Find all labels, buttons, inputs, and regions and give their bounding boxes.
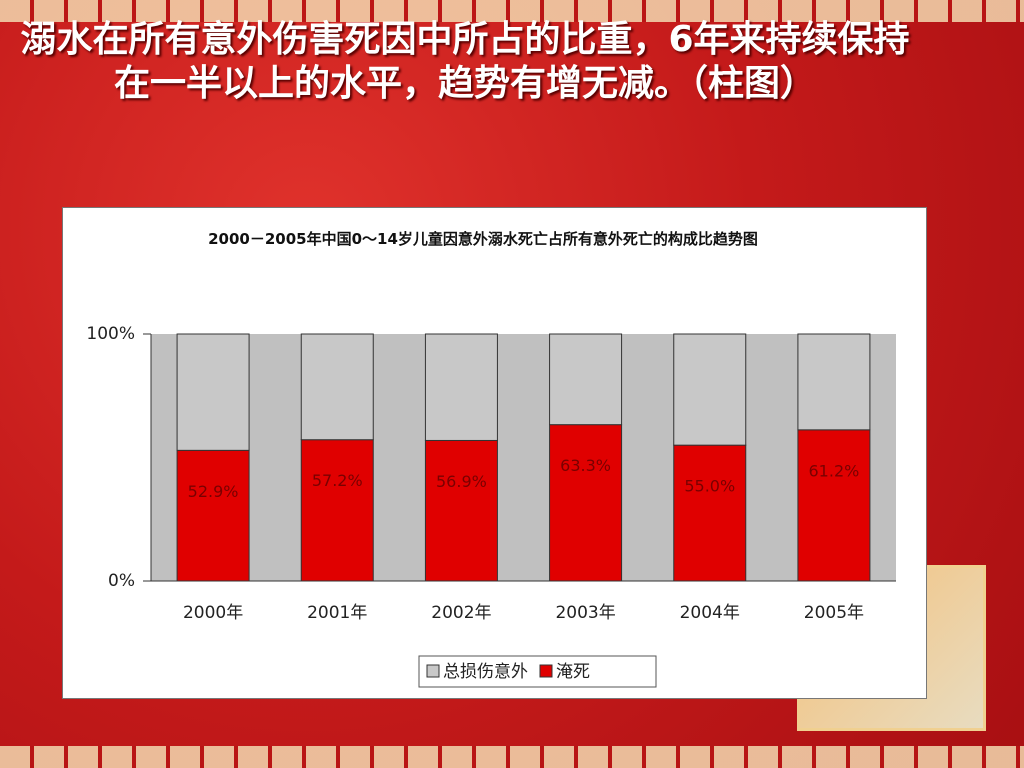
legend-label: 淹死	[556, 662, 590, 682]
data-label: 52.9%	[188, 482, 239, 501]
bar-segment	[300, 439, 374, 582]
legend-label: 总损伤意外	[443, 662, 528, 682]
legend-box	[418, 655, 657, 688]
bar-segment	[549, 424, 623, 582]
slide-title: 溺水在所有意外伤害死因中所占的比重，6年来持续保持在一半以上的水平，趋势有增无减…	[20, 19, 910, 104]
x-tick-label: 2001年	[307, 603, 367, 623]
y-tick-label: 100%	[86, 324, 135, 344]
border-bottom	[0, 746, 1024, 768]
plot-area	[151, 334, 896, 581]
data-label: 61.2%	[809, 461, 860, 480]
x-tick-label: 2002年	[431, 603, 491, 623]
bar-segment	[424, 333, 498, 441]
x-tick-label: 2000年	[183, 603, 243, 623]
legend-swatch	[426, 664, 440, 678]
legend-swatch	[539, 664, 553, 678]
x-tick-label: 2004年	[680, 603, 740, 623]
data-label: 57.2%	[312, 471, 363, 490]
bar-segment	[549, 333, 623, 426]
x-tick-label: 2005年	[804, 603, 864, 623]
chart-box: 0% 100% 2000年 52.9% 2001年 57.2% 2002年 56.9% 2003…	[62, 207, 927, 699]
x-tick-label: 2003年	[555, 603, 615, 623]
bar-segment	[300, 333, 374, 441]
bar-segment	[176, 449, 250, 582]
bar-segment	[176, 333, 250, 451]
data-label: 56.9%	[436, 472, 487, 491]
bar-segment	[797, 333, 871, 431]
bar-segment	[673, 444, 747, 582]
bar-segment	[797, 429, 871, 582]
y-tick-label: 0%	[108, 571, 135, 591]
border-top	[0, 0, 1024, 22]
bar-segment	[424, 439, 498, 582]
data-label: 55.0%	[684, 477, 735, 496]
data-label: 63.3%	[560, 456, 611, 475]
bar-segment	[673, 333, 747, 446]
chart: 0% 100% 2000年 52.9% 2001年 57.2% 2002年 56.9% 2003…	[86, 324, 896, 688]
chart-title: 2000－2005年中国0～14岁儿童因意外溺水死亡占所有意外死亡的构成比趋势图	[208, 230, 758, 248]
